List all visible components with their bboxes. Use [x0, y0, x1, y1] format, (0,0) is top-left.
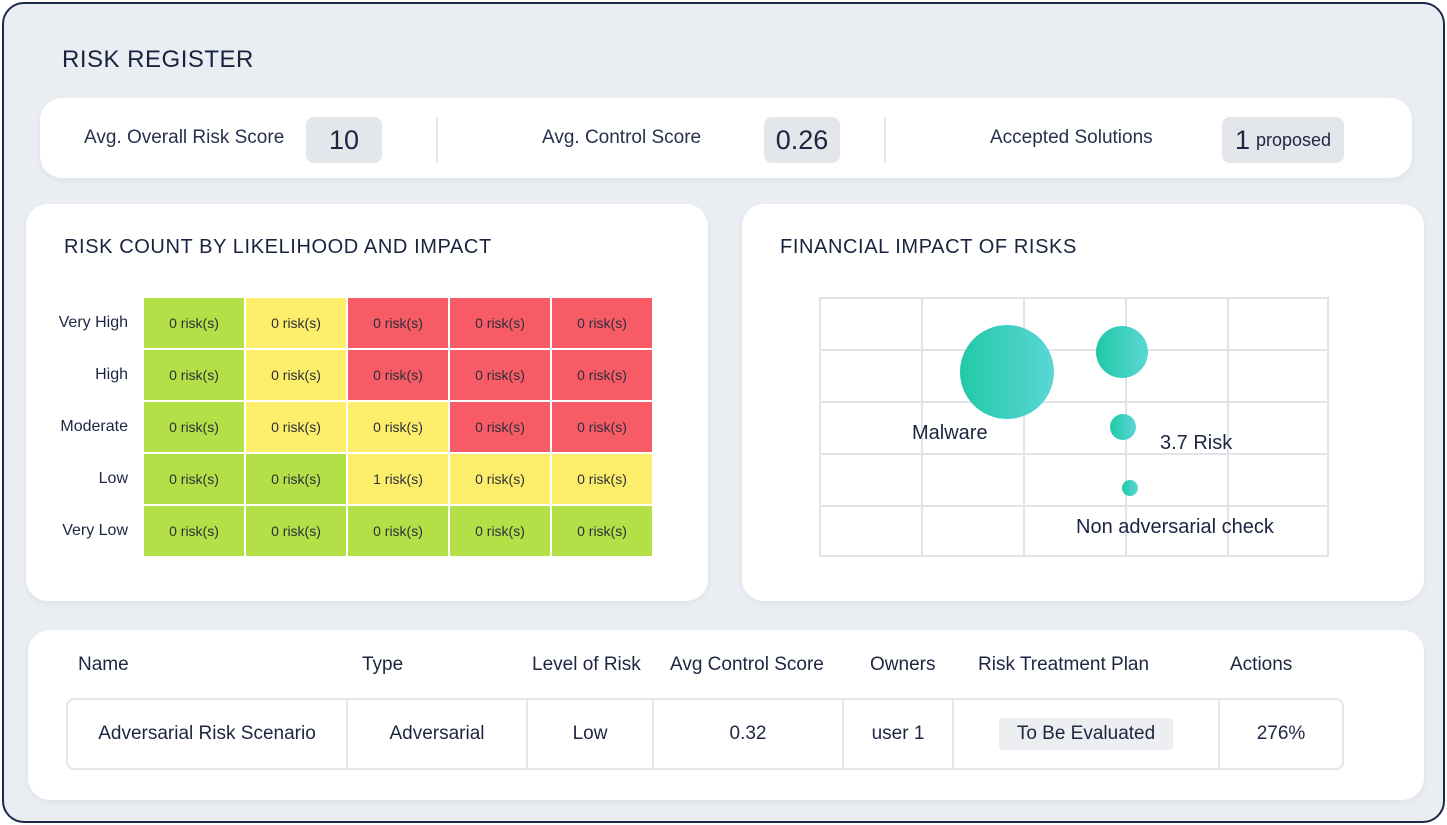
heatmap-row-label: Moderate — [60, 418, 128, 435]
heatmap-cell[interactable]: 0 risk(s) — [144, 402, 244, 452]
cell-avg-control: 0.32 — [654, 700, 844, 768]
col-header-name[interactable]: Name — [78, 654, 129, 675]
grid-border — [819, 297, 1329, 557]
heatmap-cell[interactable]: 0 risk(s) — [246, 402, 346, 452]
accepted-count: 1 — [1234, 124, 1250, 155]
heatmap-row-label: Low — [98, 470, 128, 487]
avg-risk-metric: Avg. Overall Risk Score — [84, 98, 284, 178]
accepted-suffix: proposed — [1255, 129, 1332, 150]
bubble-malware[interactable] — [960, 325, 1054, 419]
heatmap-row-label: Very High — [58, 314, 128, 331]
heatmap-cell[interactable]: 0 risk(s) — [552, 350, 652, 400]
heatmap-cell[interactable]: 0 risk(s) — [246, 454, 346, 504]
heatmap-cell[interactable]: 0 risk(s) — [348, 350, 448, 400]
avg-control-value: 0.26 — [764, 117, 840, 163]
page-title: RISK REGISTER — [62, 46, 254, 73]
cell-owner: user 1 — [844, 700, 954, 768]
col-header-level[interactable]: Level of Risk — [532, 654, 641, 675]
cell-level: Low — [528, 700, 654, 768]
summary-divider — [884, 117, 886, 163]
heatmap-cell[interactable]: 0 risk(s) — [246, 350, 346, 400]
heatmap-cell[interactable]: 0 risk(s) — [552, 454, 652, 504]
plan-badge[interactable]: To Be Evaluated — [998, 718, 1174, 750]
cell-actions[interactable]: 276% — [1220, 700, 1342, 768]
bubble-label-malware: Malware — [912, 422, 988, 444]
col-header-owners[interactable]: Owners — [870, 654, 936, 675]
financial-impact-card: FINANCIAL IMPACT OF RISKS — [742, 204, 1424, 601]
bubble-large[interactable] — [1096, 326, 1148, 378]
financial-title: FINANCIAL IMPACT OF RISKS — [780, 236, 1077, 258]
cell-avg-control-text: 0.32 — [729, 723, 767, 744]
cell-actions-text: 276% — [1256, 723, 1306, 744]
summary-divider — [436, 117, 438, 163]
cell-plan: To Be Evaluated — [954, 700, 1220, 768]
heatmap-title: RISK COUNT BY LIKELIHOOD AND IMPACT — [64, 236, 492, 258]
risk-table-card: Name Type Level of Risk Avg Control Scor… — [28, 630, 1424, 800]
heatmap-cell[interactable]: 0 risk(s) — [348, 402, 448, 452]
cell-level-text: Low — [572, 723, 608, 744]
heatmap-cell[interactable]: 0 risk(s) — [552, 402, 652, 452]
accepted-label: Accepted Solutions — [990, 127, 1153, 148]
cell-name-text: Adversarial Risk Scenario — [98, 723, 316, 744]
col-header-avg-control[interactable]: Avg Control Score — [670, 654, 824, 675]
heatmap-cell[interactable]: 0 risk(s) — [348, 298, 448, 348]
bubble-3-7-risk[interactable] — [1110, 414, 1136, 440]
cell-name[interactable]: Adversarial Risk Scenario — [68, 700, 348, 768]
cell-type: Adversarial — [348, 700, 528, 768]
heatmap-cell[interactable]: 0 risk(s) — [246, 506, 346, 556]
heatmap-cell[interactable]: 0 risk(s) — [450, 350, 550, 400]
avg-control-label: Avg. Control Score — [542, 127, 702, 148]
heatmap-cell[interactable]: 0 risk(s) — [552, 506, 652, 556]
heatmap-cell[interactable]: 0 risk(s) — [450, 506, 550, 556]
heatmap-cell[interactable]: 0 risk(s) — [450, 298, 550, 348]
heatmap-cell[interactable]: 0 risk(s) — [246, 298, 346, 348]
bubble-chart — [819, 297, 1329, 557]
cell-type-text: Adversarial — [389, 723, 485, 744]
summary-bar: Avg. Overall Risk Score 10 Avg. Control … — [40, 98, 1412, 178]
heatmap-row-label: Very Low — [62, 522, 128, 539]
heatmap-cell[interactable]: 0 risk(s) — [144, 298, 244, 348]
heatmap-cell[interactable]: 0 risk(s) — [144, 506, 244, 556]
heatmap-cell[interactable]: 1 risk(s) — [348, 454, 448, 504]
heatmap-cell[interactable]: 0 risk(s) — [450, 454, 550, 504]
bubble-label-3-7-risk: 3.7 Risk — [1160, 432, 1233, 454]
col-header-plan[interactable]: Risk Treatment Plan — [978, 654, 1150, 675]
heatmap-cell[interactable]: 0 risk(s) — [144, 350, 244, 400]
bubble-label-non-adversarial: Non adversarial check — [1076, 516, 1274, 538]
heatmap-cell[interactable]: 0 risk(s) — [552, 298, 652, 348]
cell-owner-text: user 1 — [871, 723, 925, 744]
col-header-type[interactable]: Type — [362, 654, 404, 675]
avg-risk-value: 10 — [306, 117, 382, 163]
accepted-metric: Accepted Solutions — [990, 98, 1153, 178]
heatmap-row-label: High — [95, 366, 128, 383]
heatmap-cell[interactable]: 0 risk(s) — [348, 506, 448, 556]
heatmap-cell[interactable]: 0 risk(s) — [144, 454, 244, 504]
bubble-non-adversarial[interactable] — [1122, 480, 1138, 496]
col-header-actions[interactable]: Actions — [1230, 654, 1293, 675]
table-row[interactable]: Adversarial Risk Scenario Adversarial Lo… — [66, 698, 1344, 770]
heatmap-cell[interactable]: 0 risk(s) — [450, 402, 550, 452]
accepted-value: 1 proposed — [1222, 117, 1344, 163]
avg-control-metric: Avg. Control Score — [542, 98, 701, 178]
avg-risk-label: Avg. Overall Risk Score — [84, 127, 285, 148]
risk-heatmap-card: RISK COUNT BY LIKELIHOOD AND IMPACT Very… — [26, 204, 708, 601]
